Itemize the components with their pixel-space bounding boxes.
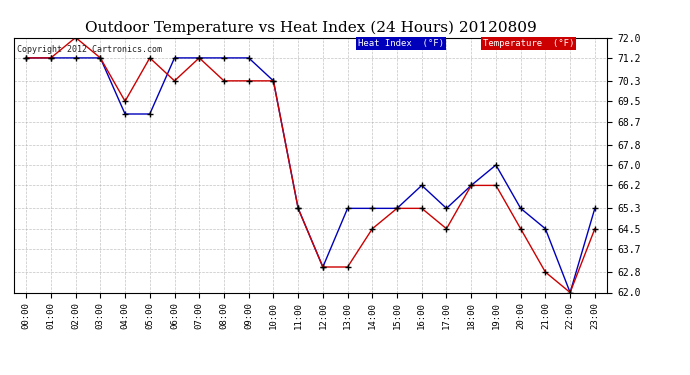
Text: Heat Index  (°F): Heat Index (°F) — [358, 39, 444, 48]
Text: Copyright 2012 Cartronics.com: Copyright 2012 Cartronics.com — [17, 45, 161, 54]
Text: Temperature  (°F): Temperature (°F) — [482, 39, 574, 48]
Title: Outdoor Temperature vs Heat Index (24 Hours) 20120809: Outdoor Temperature vs Heat Index (24 Ho… — [85, 21, 536, 35]
